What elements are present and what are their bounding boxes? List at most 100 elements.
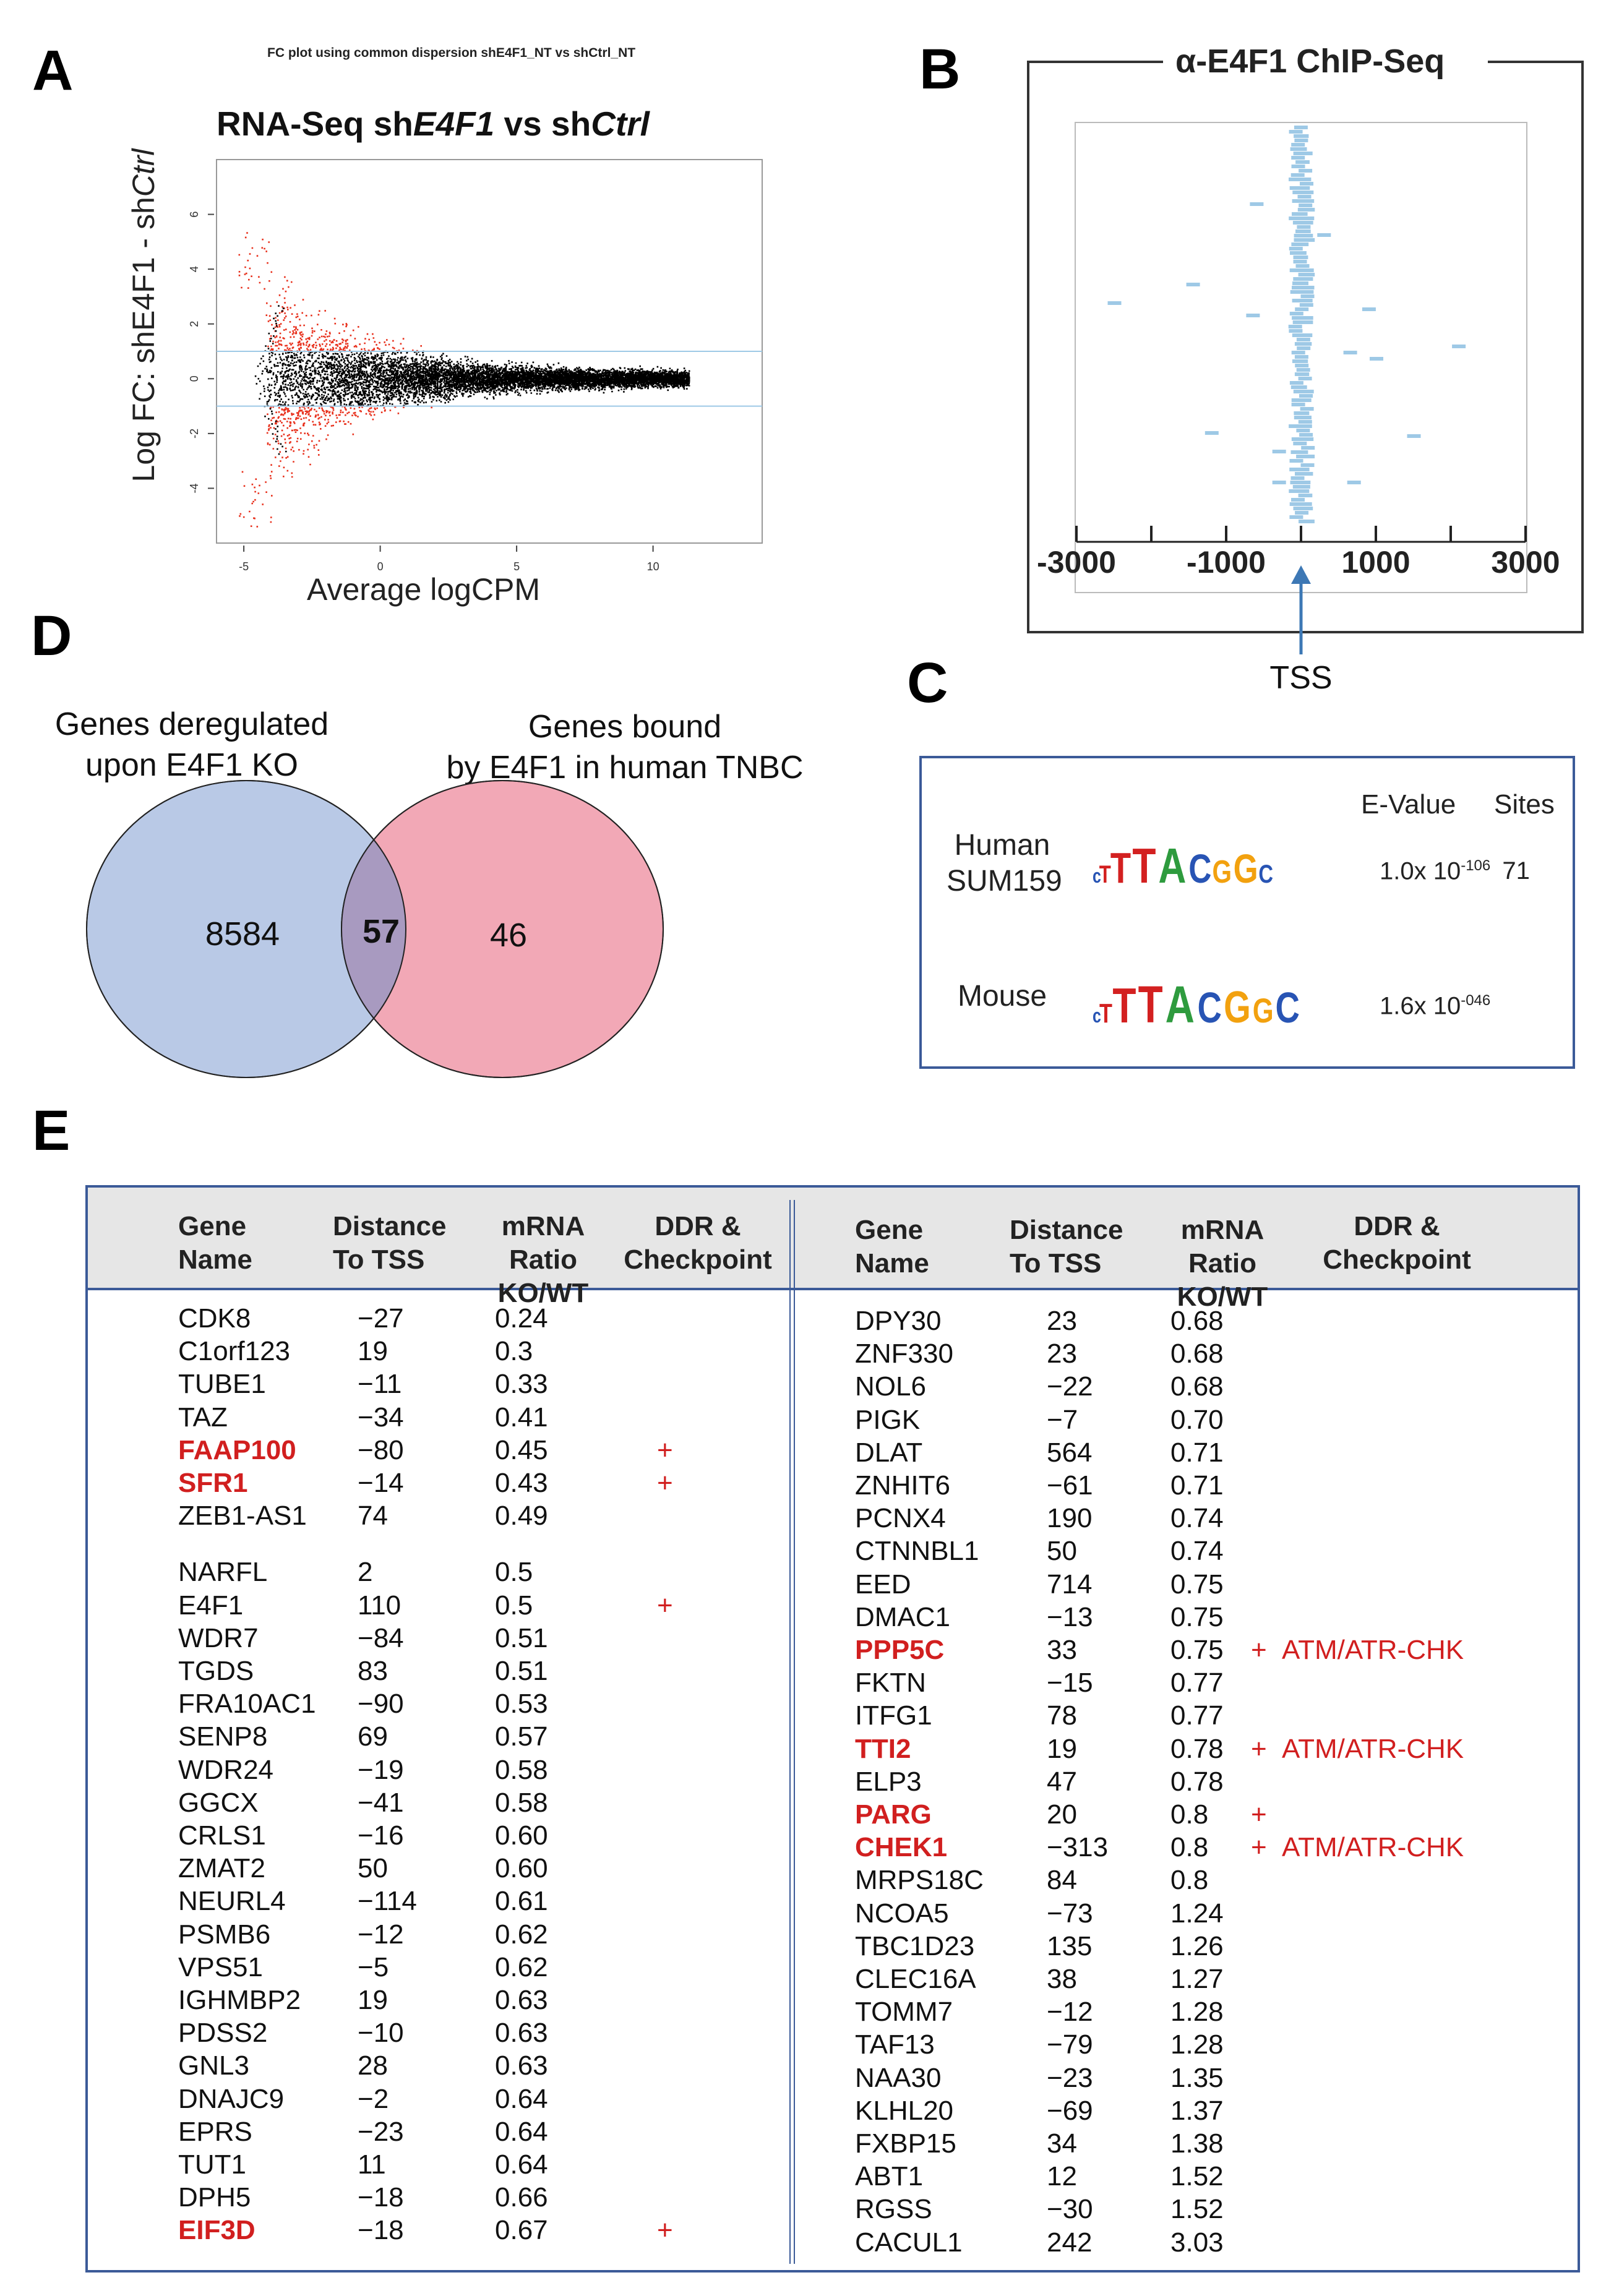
header-gene-name: Gene Name xyxy=(178,1210,252,1277)
panel-a-small-title: FC plot using common dispersion shE4F1_N… xyxy=(267,46,636,60)
gene-cell: VPS51 xyxy=(178,1951,263,1982)
distance-cell: 564 xyxy=(1047,1437,1093,1468)
gene-cell: FKTN xyxy=(855,1668,926,1698)
venn-left-label-line: upon E4F1 KO xyxy=(85,747,298,783)
distance-cell: −30 xyxy=(1047,2194,1093,2225)
distance-cell: 47 xyxy=(1047,1766,1077,1797)
header-line: mRNA Ratio xyxy=(501,1211,585,1275)
panel-letter-a: A xyxy=(32,39,74,102)
gene-cell: FAAP100 xyxy=(178,1434,296,1465)
ratio-cell: 0.43 xyxy=(495,1468,548,1498)
ratio-cell: 0.41 xyxy=(495,1402,548,1433)
header-line: KO/WT xyxy=(1177,1282,1268,1312)
gene-cell: WDR24 xyxy=(178,1754,274,1785)
header-ddr: DDR & Checkpoint xyxy=(620,1210,776,1277)
header-line: Checkpoint xyxy=(1323,1244,1471,1275)
panel-c-motif-logo: cTTTACGGC xyxy=(1093,975,1300,1034)
header-gene-name: Gene Name xyxy=(855,1214,929,1280)
gene-cell: ELP3 xyxy=(855,1766,922,1797)
header-line: Name xyxy=(178,1244,252,1275)
venn-right-label-line: Genes bound xyxy=(528,709,722,745)
distance-cell: 78 xyxy=(1047,1700,1077,1731)
distance-cell: 84 xyxy=(1047,1865,1077,1896)
distance-cell: −12 xyxy=(358,1919,404,1950)
venn-right-label-line: by E4F1 in human TNBC xyxy=(446,750,804,786)
gene-cell: NEURL4 xyxy=(178,1886,286,1917)
panel-a-y-tick-label: 0 xyxy=(188,375,200,382)
ratio-cell: 1.37 xyxy=(1170,2095,1224,2126)
ratio-cell: 0.71 xyxy=(1170,1437,1224,1468)
ratio-cell: 0.74 xyxy=(1170,1503,1224,1534)
ratio-cell: 0.64 xyxy=(495,2149,548,2180)
gene-cell: ZNHIT6 xyxy=(855,1470,950,1501)
ratio-cell: 1.38 xyxy=(1170,2128,1224,2159)
distance-cell: −18 xyxy=(358,2215,404,2246)
gene-cell: NAA30 xyxy=(855,2062,942,2093)
distance-cell: −114 xyxy=(358,1886,417,1917)
ddr-cell: + xyxy=(657,1434,673,1465)
header-line: Name xyxy=(855,1248,929,1279)
gene-cell: DPH5 xyxy=(178,2182,251,2213)
panel-c-evalue-human: 1.0x 10-106 71 xyxy=(1380,857,1530,885)
panel-c-species-line: Mouse xyxy=(957,980,1047,1013)
venn-left-outline xyxy=(86,780,406,1078)
panel-c-species-human: Human SUM159 xyxy=(947,828,1062,899)
motif-letter: G xyxy=(1233,846,1258,891)
motif-letter: A xyxy=(1165,975,1195,1034)
header-mrna-ratio: mRNA Ratio KO/WT xyxy=(465,1210,621,1310)
distance-cell: 19 xyxy=(358,1985,388,2015)
header-distance: Distance To TSS xyxy=(1010,1214,1123,1280)
panel-a-y-tick-label: -2 xyxy=(188,429,200,439)
gene-cell: GGCX xyxy=(178,1787,259,1818)
venn-diagram xyxy=(86,780,664,1078)
motif-letter: T xyxy=(1132,838,1156,893)
panel-c-species-line: SUM159 xyxy=(947,865,1062,897)
distance-cell: 110 xyxy=(358,1590,402,1621)
motif-letter: C xyxy=(1258,859,1274,888)
panel-a-y-tick-label: 2 xyxy=(188,321,200,327)
header-line: To TSS xyxy=(1010,1248,1102,1279)
distance-cell: 50 xyxy=(358,1853,388,1884)
ratio-cell: 0.74 xyxy=(1170,1536,1224,1567)
ddr-cell: + xyxy=(1251,1832,1267,1863)
ratio-cell: 1.52 xyxy=(1170,2194,1224,2225)
panel-a-title-part: RNA-Seq sh xyxy=(217,105,413,143)
ratio-cell: 1.24 xyxy=(1170,1898,1224,1929)
ratio-cell: 0.8 xyxy=(1170,1832,1209,1863)
motif-letter: C xyxy=(1188,846,1212,891)
header-line: Checkpoint xyxy=(624,1244,772,1275)
distance-cell: 2 xyxy=(358,1557,373,1588)
ratio-cell: 0.45 xyxy=(495,1434,548,1465)
panel-a-axes: -5 0 5 10 -4 -2 0 2 4 6 xyxy=(188,212,659,573)
motif-letter: G xyxy=(1224,983,1251,1032)
gene-cell: PPP5C xyxy=(855,1635,945,1665)
distance-cell: 69 xyxy=(358,1721,388,1752)
panel-c-evalue-mouse: 1.6x 10-046 xyxy=(1380,992,1490,1020)
ratio-cell: 0.3 xyxy=(495,1336,533,1367)
ratio-cell: 0.5 xyxy=(495,1590,533,1621)
panel-a-plot: -5 0 5 10 -4 -2 0 2 4 6 xyxy=(188,159,763,573)
distance-cell: 23 xyxy=(1047,1306,1077,1336)
motif-letter: T xyxy=(1099,861,1111,888)
distance-cell: 19 xyxy=(1047,1733,1077,1764)
distance-cell: 19 xyxy=(358,1336,388,1367)
ratio-cell: 1.52 xyxy=(1170,2161,1224,2192)
ratio-cell: 0.64 xyxy=(495,2083,548,2114)
gene-cell: EIF3D xyxy=(178,2215,256,2246)
distance-cell: −11 xyxy=(358,1369,402,1400)
pathway-cell: ATM/ATR-CHK xyxy=(1282,1733,1464,1764)
gene-cell: C1orf123 xyxy=(178,1336,291,1367)
gene-cell: TBC1D23 xyxy=(855,1930,975,1961)
panel-a-x-tick-label: 5 xyxy=(513,560,520,573)
ratio-cell: 0.57 xyxy=(495,1721,548,1752)
header-line: Distance xyxy=(333,1211,447,1241)
panel-c-sites-value: 71 xyxy=(1502,857,1530,885)
ratio-cell: 0.75 xyxy=(1170,1601,1224,1632)
panel-c-motif-human: cTTTACGGC xyxy=(1093,823,1274,893)
gene-cell: SFR1 xyxy=(178,1468,248,1498)
header-line: DDR & xyxy=(655,1211,741,1241)
panel-c-evalue-exp: -106 xyxy=(1461,857,1491,874)
gene-cell: NCOA5 xyxy=(855,1898,949,1929)
gene-cell: TUBE1 xyxy=(178,1369,266,1400)
ratio-cell: 0.71 xyxy=(1170,1470,1224,1501)
